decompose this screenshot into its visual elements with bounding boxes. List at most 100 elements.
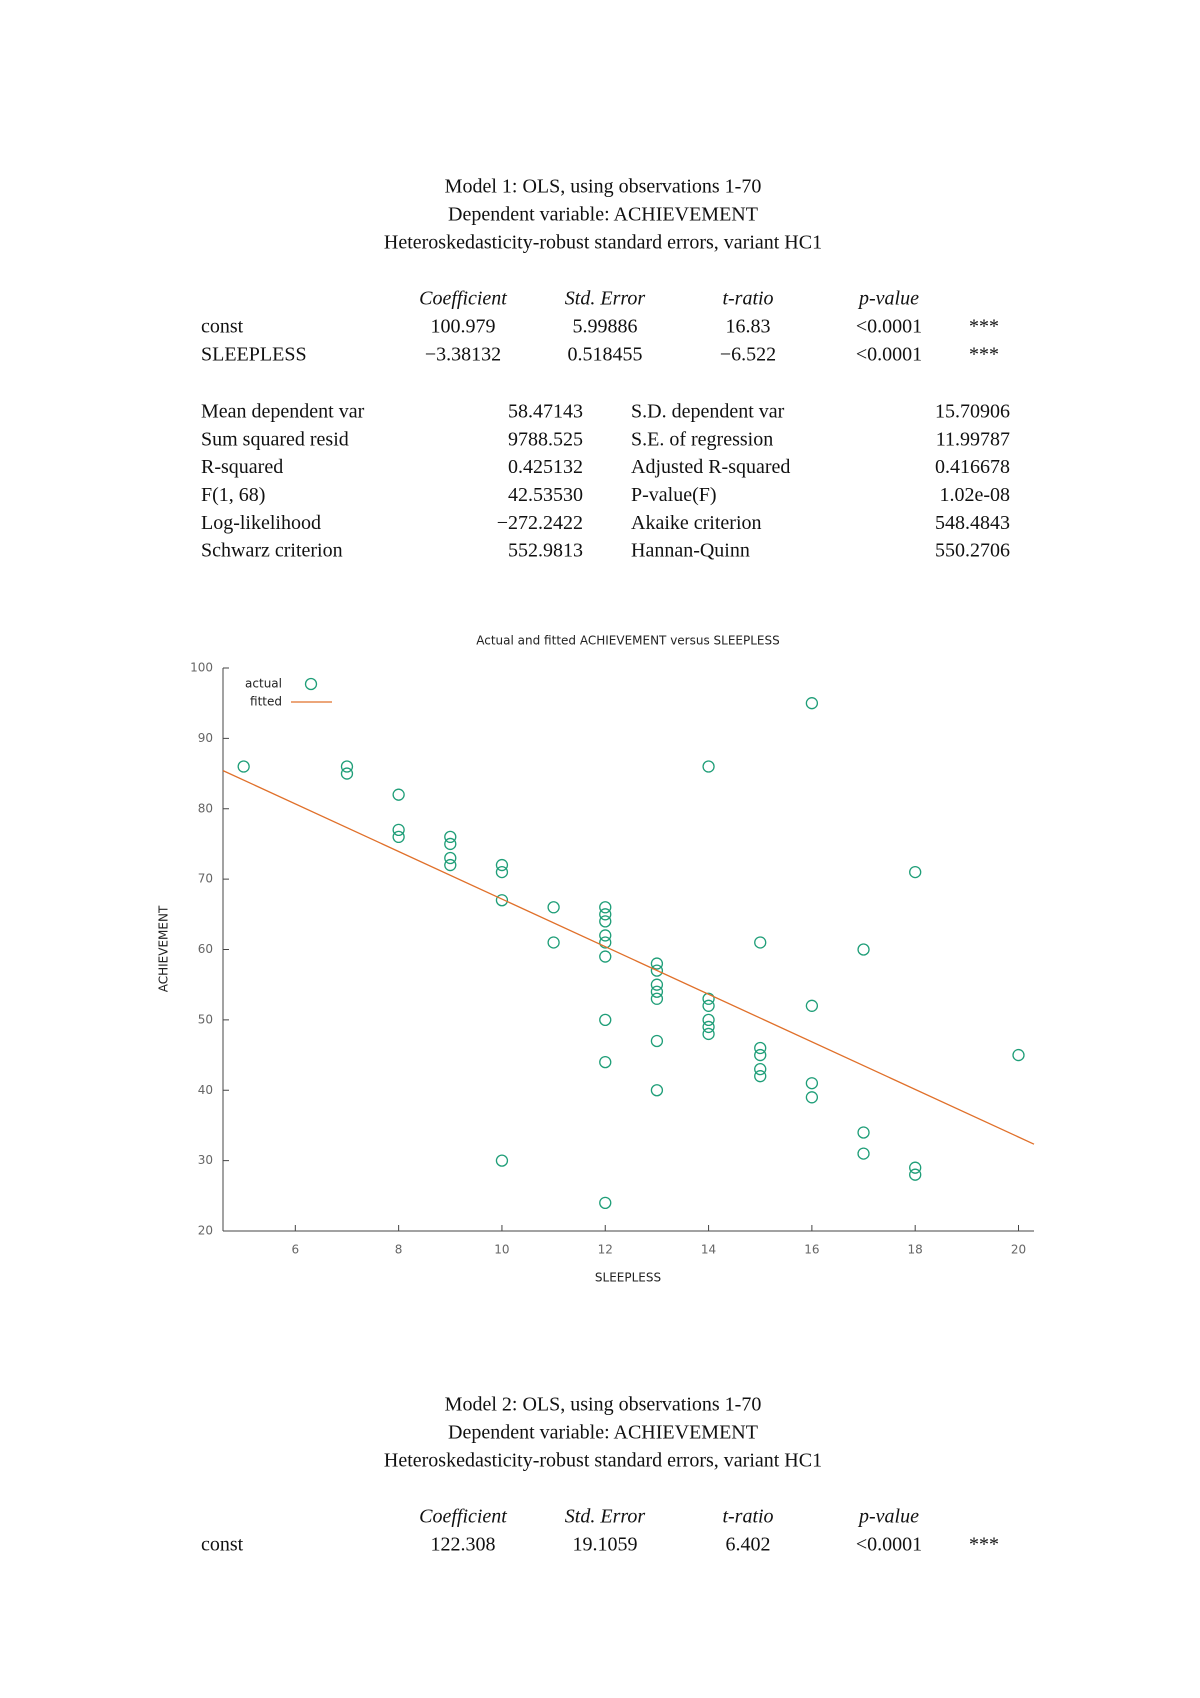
point: [340, 760, 354, 773]
point: [650, 1034, 664, 1048]
y-tick-label: 40: [198, 1083, 213, 1097]
x-axis-label: SLEEPLESS: [595, 1271, 661, 1285]
y-tick-label: 70: [198, 872, 213, 886]
stat-value: 15.70906: [935, 401, 1010, 423]
x-tick-label: 12: [598, 1243, 613, 1257]
cell: <0.0001: [856, 344, 922, 366]
point: [599, 929, 612, 942]
stat-value: 58.47143: [508, 401, 583, 423]
point: [547, 901, 560, 914]
point: [392, 830, 405, 844]
stat-value: 550.2706: [935, 540, 1010, 562]
stat-label: Akaike criterion: [631, 512, 762, 534]
point: [702, 1027, 715, 1041]
point: [495, 1154, 509, 1167]
cell: −3.38132: [425, 344, 501, 366]
point: [702, 992, 715, 1005]
point: [392, 788, 405, 801]
point: [340, 767, 354, 780]
cell: 5.99886: [573, 316, 638, 338]
point: [857, 1126, 870, 1139]
cell: <0.0001: [856, 1534, 922, 1556]
y-tick-label: 90: [198, 731, 213, 745]
cell: 6.402: [726, 1534, 771, 1556]
significance: ***: [969, 344, 999, 366]
stat-label: Adjusted R-squared: [631, 456, 790, 478]
y-axis-label: ACHIEVEMENT: [157, 905, 171, 992]
x-tick-label: 16: [804, 1243, 819, 1257]
stat-label: Log-likelihood: [201, 512, 321, 534]
legend-marker: [304, 677, 318, 691]
stat-label: Sum squared resid: [201, 428, 349, 450]
stat-value: −272.2422: [497, 512, 583, 534]
row-label: SLEEPLESS: [201, 344, 307, 366]
point: [754, 1062, 767, 1076]
cell: 0.518455: [568, 344, 643, 366]
point: [599, 901, 612, 914]
significance: ***: [969, 1534, 999, 1556]
stat-label: S.D. dependent var: [631, 401, 785, 423]
point: [702, 1020, 715, 1034]
point: [495, 894, 509, 907]
cell: 100.979: [431, 316, 496, 338]
stat-label: Schwarz criterion: [201, 540, 343, 562]
x-tick-label: 20: [1011, 1243, 1026, 1257]
x-tick-label: 8: [395, 1243, 403, 1257]
point: [650, 1084, 664, 1097]
cell: −6.522: [720, 344, 776, 366]
stat-label: Mean dependent var: [201, 401, 365, 423]
model-title: Dependent variable: ACHIEVEMENT: [448, 204, 758, 226]
column-header: t-ratio: [722, 288, 773, 310]
point: [392, 823, 405, 837]
cell: 19.1059: [573, 1534, 638, 1556]
point: [599, 950, 612, 963]
point: [805, 697, 819, 710]
significance: ***: [969, 316, 999, 338]
point: [599, 915, 612, 928]
column-header: Coefficient: [419, 288, 507, 310]
legend-label: actual: [245, 677, 282, 691]
point: [702, 999, 715, 1012]
y-tick-label: 100: [190, 661, 213, 675]
row-label: const: [201, 316, 244, 338]
point: [702, 1013, 715, 1027]
point: [495, 858, 509, 872]
point: [754, 936, 767, 949]
point: [650, 957, 664, 970]
fitted-line: [222, 770, 1035, 1145]
chart-title: Actual and fitted ACHIEVEMENT versus SLE…: [476, 634, 780, 648]
stat-value: 0.425132: [508, 456, 583, 478]
point: [702, 760, 715, 773]
stat-value: 42.53530: [508, 484, 583, 506]
column-header: t-ratio: [722, 1506, 773, 1528]
stat-label: F(1, 68): [201, 484, 265, 506]
point: [805, 1077, 819, 1090]
stat-value: 11.99787: [936, 428, 1010, 450]
cell: 122.308: [431, 1534, 496, 1556]
point: [599, 1013, 612, 1027]
point: [909, 1161, 922, 1174]
point: [857, 943, 870, 956]
x-tick-label: 10: [494, 1243, 509, 1257]
point: [754, 1041, 767, 1055]
point: [599, 908, 612, 921]
point: [754, 1070, 767, 1083]
column-header: Coefficient: [419, 1506, 507, 1528]
y-tick-label: 80: [198, 801, 213, 815]
x-tick-label: 6: [291, 1243, 299, 1257]
x-tick-label: 14: [701, 1243, 716, 1257]
y-tick-label: 60: [198, 942, 213, 956]
point: [650, 964, 664, 977]
model-title: Model 1: OLS, using observations 1-70: [445, 176, 762, 198]
cell: 16.83: [726, 316, 771, 338]
point: [599, 1055, 612, 1069]
y-tick-label: 50: [198, 1012, 213, 1026]
point: [1012, 1048, 1025, 1062]
model-title: Heteroskedasticity-robust standard error…: [384, 232, 822, 254]
column-header: Std. Error: [565, 288, 646, 310]
stat-value: 0.416678: [935, 456, 1010, 478]
stat-label: R-squared: [201, 456, 283, 478]
point: [857, 1147, 870, 1160]
model-title: Dependent variable: ACHIEVEMENT: [448, 1422, 758, 1444]
